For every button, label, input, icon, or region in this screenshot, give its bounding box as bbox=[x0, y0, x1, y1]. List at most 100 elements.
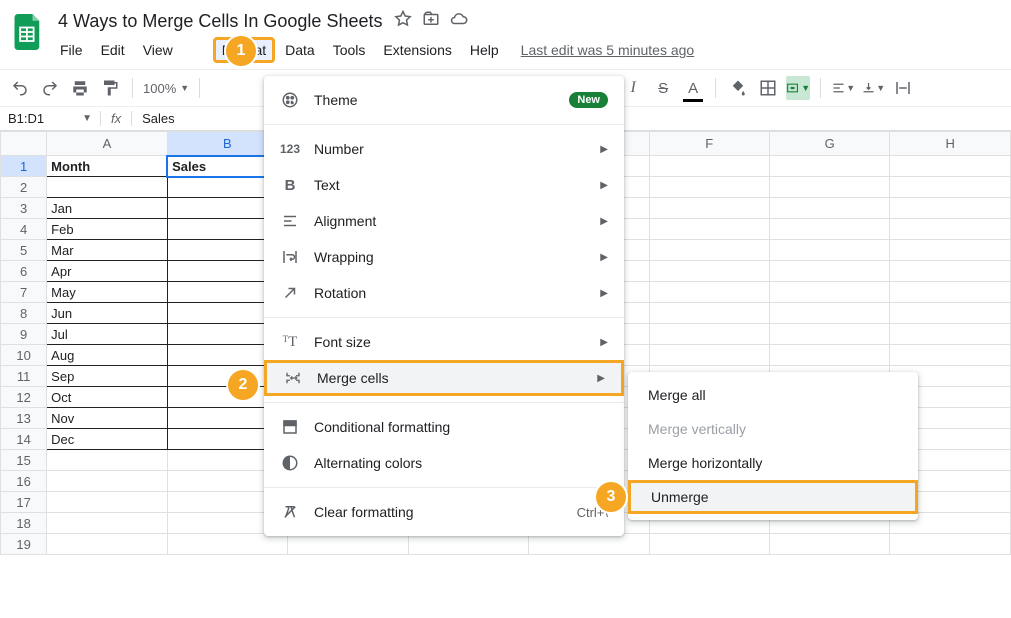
submenu-unmerge[interactable]: Unmerge bbox=[628, 480, 918, 514]
cell-A12[interactable]: Oct bbox=[47, 387, 167, 408]
row-header-10[interactable]: 10 bbox=[1, 345, 47, 366]
strike-button[interactable]: S bbox=[651, 76, 675, 100]
row-header-8[interactable]: 8 bbox=[1, 303, 47, 324]
redo-icon[interactable] bbox=[38, 76, 62, 100]
merge-cells-button[interactable]: ▼ bbox=[786, 76, 810, 100]
menu-extensions[interactable]: Extensions bbox=[375, 38, 459, 62]
cell-F2[interactable] bbox=[649, 177, 769, 198]
menu-rotation[interactable]: Rotation▶ bbox=[264, 275, 624, 311]
cell-A10[interactable]: Aug bbox=[47, 345, 167, 366]
cell-G2[interactable] bbox=[769, 177, 889, 198]
cell-A17[interactable] bbox=[47, 492, 167, 513]
menu-help[interactable]: Help bbox=[462, 38, 507, 62]
row-header-6[interactable]: 6 bbox=[1, 261, 47, 282]
fill-color-icon[interactable] bbox=[726, 76, 750, 100]
cell-G3[interactable] bbox=[769, 198, 889, 219]
cell-A1[interactable]: Month bbox=[47, 156, 167, 177]
menu-text[interactable]: B Text▶ bbox=[264, 167, 624, 203]
v-align-icon[interactable]: ▼ bbox=[861, 76, 885, 100]
cell-H9[interactable] bbox=[890, 324, 1011, 345]
cell-F19[interactable] bbox=[649, 534, 769, 555]
cell-F10[interactable] bbox=[649, 345, 769, 366]
cell-H4[interactable] bbox=[890, 219, 1011, 240]
row-header-15[interactable]: 15 bbox=[1, 450, 47, 471]
cell-A11[interactable]: Sep bbox=[47, 366, 167, 387]
h-align-icon[interactable]: ▼ bbox=[831, 76, 855, 100]
undo-icon[interactable] bbox=[8, 76, 32, 100]
cell-G19[interactable] bbox=[769, 534, 889, 555]
star-icon[interactable] bbox=[394, 10, 412, 33]
row-header-16[interactable]: 16 bbox=[1, 471, 47, 492]
col-F[interactable]: F bbox=[649, 132, 769, 156]
cell-C19[interactable] bbox=[288, 534, 408, 555]
menu-number[interactable]: 123 Number▶ bbox=[264, 131, 624, 167]
cell-F8[interactable] bbox=[649, 303, 769, 324]
cell-H6[interactable] bbox=[890, 261, 1011, 282]
menu-alternating[interactable]: Alternating colors bbox=[264, 445, 624, 481]
italic-button[interactable]: I bbox=[621, 76, 645, 100]
cell-F7[interactable] bbox=[649, 282, 769, 303]
cell-H2[interactable] bbox=[890, 177, 1011, 198]
cell-G8[interactable] bbox=[769, 303, 889, 324]
menu-tools[interactable]: Tools bbox=[325, 38, 374, 62]
cell-G1[interactable] bbox=[769, 156, 889, 177]
row-header-4[interactable]: 4 bbox=[1, 219, 47, 240]
cell-B19[interactable] bbox=[167, 534, 287, 555]
cell-H3[interactable] bbox=[890, 198, 1011, 219]
row-header-11[interactable]: 11 bbox=[1, 366, 47, 387]
cell-F4[interactable] bbox=[649, 219, 769, 240]
row-header-2[interactable]: 2 bbox=[1, 177, 47, 198]
row-header-17[interactable]: 17 bbox=[1, 492, 47, 513]
cell-A8[interactable]: Jun bbox=[47, 303, 167, 324]
cell-A3[interactable]: Jan bbox=[47, 198, 167, 219]
fx-input[interactable]: Sales bbox=[131, 111, 175, 126]
menu-theme[interactable]: Theme New bbox=[264, 82, 624, 118]
corner-cell[interactable] bbox=[1, 132, 47, 156]
cell-H1[interactable] bbox=[890, 156, 1011, 177]
menu-file[interactable]: File bbox=[52, 38, 91, 62]
cell-G10[interactable] bbox=[769, 345, 889, 366]
menu-merge-cells[interactable]: Merge cells▶ bbox=[264, 360, 624, 396]
menu-view[interactable]: View bbox=[135, 38, 181, 62]
row-header-9[interactable]: 9 bbox=[1, 324, 47, 345]
menu-data[interactable]: Data bbox=[277, 38, 323, 62]
row-header-7[interactable]: 7 bbox=[1, 282, 47, 303]
menu-edit[interactable]: Edit bbox=[93, 38, 133, 62]
row-header-14[interactable]: 14 bbox=[1, 429, 47, 450]
cell-A2[interactable] bbox=[47, 177, 167, 198]
cell-F1[interactable] bbox=[649, 156, 769, 177]
col-H[interactable]: H bbox=[890, 132, 1011, 156]
cell-G9[interactable] bbox=[769, 324, 889, 345]
cell-A19[interactable] bbox=[47, 534, 167, 555]
cell-F5[interactable] bbox=[649, 240, 769, 261]
menu-fontsize[interactable]: TT Font size▶ bbox=[264, 324, 624, 360]
zoom-select[interactable]: 100%▼ bbox=[143, 81, 189, 96]
cell-A14[interactable]: Dec bbox=[47, 429, 167, 450]
submenu-merge-all[interactable]: Merge all bbox=[628, 378, 918, 412]
cell-A7[interactable]: May bbox=[47, 282, 167, 303]
cell-A18[interactable] bbox=[47, 513, 167, 534]
menu-alignment[interactable]: Alignment▶ bbox=[264, 203, 624, 239]
cell-G6[interactable] bbox=[769, 261, 889, 282]
menu-clear-formatting[interactable]: Clear formatting Ctrl+\ bbox=[264, 494, 624, 530]
cell-F6[interactable] bbox=[649, 261, 769, 282]
cell-H19[interactable] bbox=[890, 534, 1011, 555]
cell-A4[interactable]: Feb bbox=[47, 219, 167, 240]
cell-H5[interactable] bbox=[890, 240, 1011, 261]
row-header-3[interactable]: 3 bbox=[1, 198, 47, 219]
print-icon[interactable] bbox=[68, 76, 92, 100]
menu-wrapping[interactable]: Wrapping▶ bbox=[264, 239, 624, 275]
cell-H10[interactable] bbox=[890, 345, 1011, 366]
cell-A15[interactable] bbox=[47, 450, 167, 471]
text-color-button[interactable]: A bbox=[681, 76, 705, 100]
last-edit-link[interactable]: Last edit was 5 minutes ago bbox=[521, 42, 695, 58]
submenu-merge-horizontally[interactable]: Merge horizontally bbox=[628, 446, 918, 480]
col-A[interactable]: A bbox=[47, 132, 167, 156]
move-icon[interactable] bbox=[422, 10, 440, 33]
cell-G4[interactable] bbox=[769, 219, 889, 240]
menu-conditional[interactable]: Conditional formatting bbox=[264, 409, 624, 445]
col-G[interactable]: G bbox=[769, 132, 889, 156]
borders-icon[interactable] bbox=[756, 76, 780, 100]
wrap-icon[interactable] bbox=[891, 76, 915, 100]
cell-G5[interactable] bbox=[769, 240, 889, 261]
